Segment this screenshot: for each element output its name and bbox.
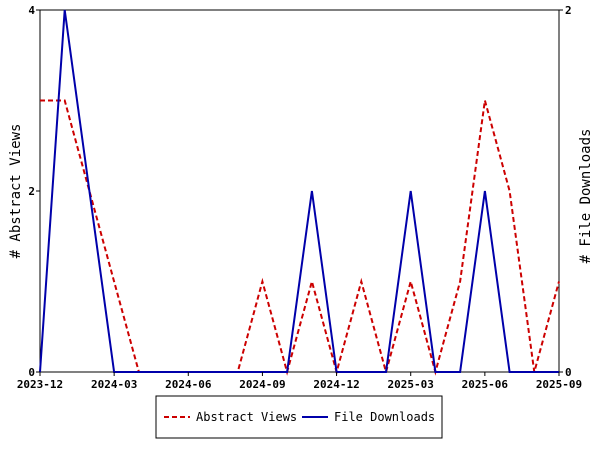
x-tick-label: 2024-12 [313,378,359,391]
series-line-file-downloads [39,9,559,373]
legend-box [155,395,443,439]
x-tick-label: 2023-12 [17,378,63,391]
y2-axis-label: # File Downloads [578,129,594,264]
x-tick-label: 2025-03 [388,378,434,391]
y-tick-label: 0 [28,366,35,379]
y2-tick-label: 0 [565,366,572,379]
x-tick-label: 2025-09 [536,378,582,391]
y2-tick-label: 2 [565,4,572,17]
x-tick-label: 2024-06 [165,378,212,391]
axes-layer: 2023-12 2024-03 2024-06 2024-09 2024-12 2025-… [17,4,582,391]
y-tick-label: 2 [28,185,35,198]
plot-area [39,9,560,373]
legend-label: File Downloads [334,410,435,424]
legend: Abstract Views File Downloads [155,395,443,439]
series-line-abstract-views [40,99,560,376]
y-axis-label: # Abstract Views [8,124,24,259]
series-layer [39,9,560,376]
x-tick-label: 2024-03 [91,378,137,391]
x-tick-label: 2024-09 [239,378,285,391]
y-tick-label: 4 [28,4,35,17]
plot-frame [39,9,560,373]
legend-label: Abstract Views [196,410,297,424]
x-tick-label: 2025-06 [462,378,509,391]
